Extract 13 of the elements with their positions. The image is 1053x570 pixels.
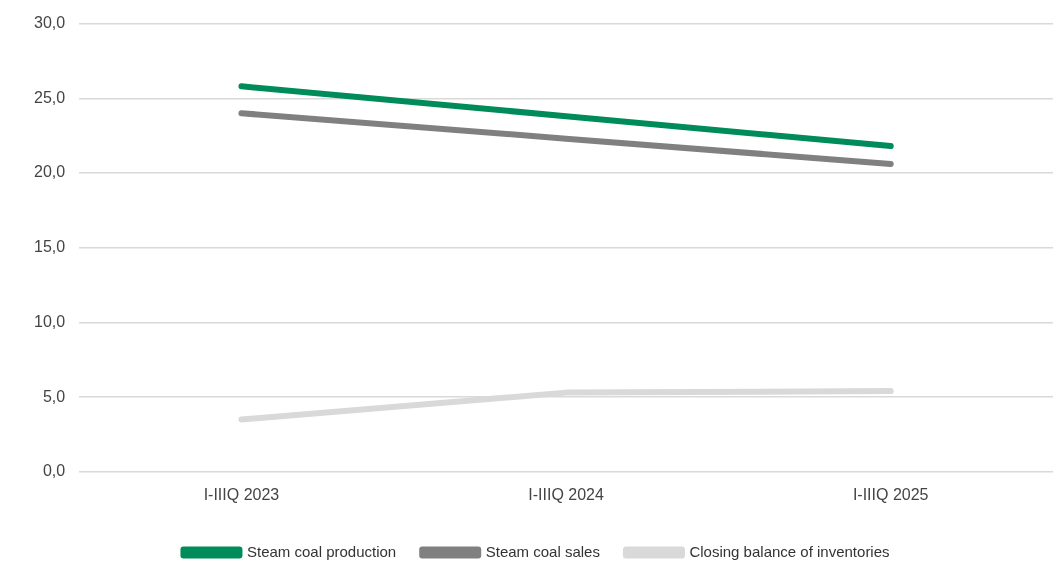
legend-label: Steam coal sales bbox=[485, 542, 600, 560]
y-tick-label: 10,0 bbox=[34, 312, 66, 330]
x-tick-label: I-IIIQ 2023 bbox=[203, 485, 280, 503]
y-tick-label: 25,0 bbox=[34, 88, 66, 106]
y-tick-label: 0,0 bbox=[42, 462, 66, 480]
y-tick-label: 30,0 bbox=[34, 14, 66, 32]
y-tick-label: 5,0 bbox=[42, 387, 66, 405]
x-tick-label: I-IIIQ 2025 bbox=[852, 485, 929, 503]
y-tick-label: 20,0 bbox=[34, 163, 66, 181]
x-tick-label: I-IIIQ 2024 bbox=[528, 485, 604, 503]
y-tick-label: 15,0 bbox=[34, 238, 66, 256]
legend-label: Steam coal production bbox=[246, 542, 397, 560]
legend-label: Closing balance of inventories bbox=[689, 542, 890, 560]
